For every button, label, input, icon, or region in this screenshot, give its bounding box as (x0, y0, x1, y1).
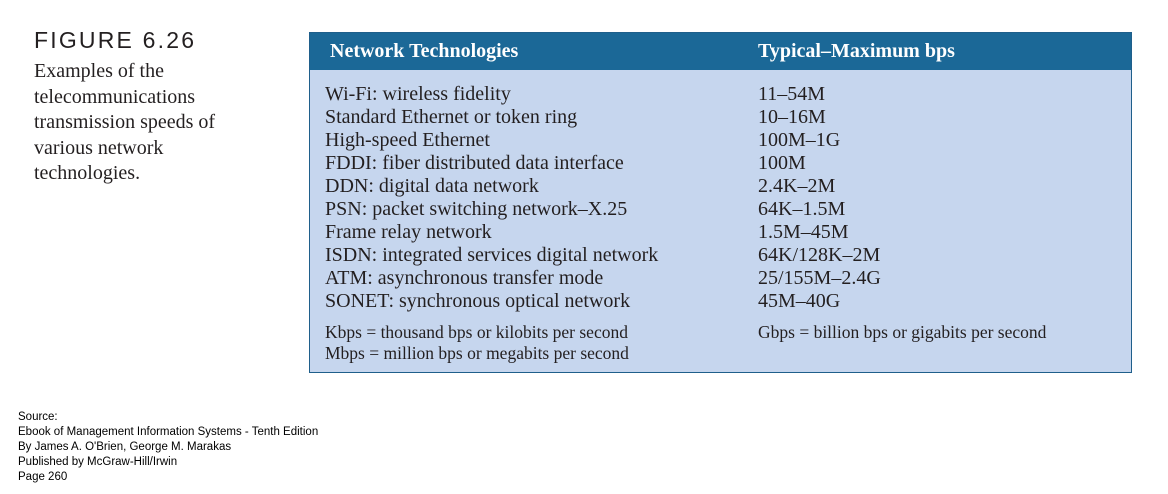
technology-cell: ISDN: integrated services digital networ… (325, 244, 659, 266)
bps-cell: 100M–1G (758, 129, 841, 151)
bps-cell: 100M (758, 152, 806, 174)
bps-cell: 11–54M (758, 83, 826, 105)
bps-cell: 64K–1.5M (758, 198, 846, 220)
table-row: FDDI: fiber distributed data interface 1… (310, 152, 1131, 175)
bps-cell: 64K/128K–2M (758, 244, 881, 266)
table-row: ATM: asynchronous transfer mode 25/155M–… (310, 267, 1131, 290)
note-kbps: Kbps = thousand bps or kilobits per seco… (325, 322, 628, 342)
source-citation: Source: Ebook of Management Information … (18, 410, 318, 485)
source-line: Page 260 (18, 471, 68, 483)
source-line: By James A. O'Brien, George M. Marakas (18, 441, 232, 453)
technology-cell: High-speed Ethernet (325, 129, 490, 151)
table-header: Network Technologies Typical–Maximum bps (310, 33, 1131, 70)
technology-cell: FDDI: fiber distributed data interface (325, 152, 624, 174)
bps-cell: 10–16M (758, 106, 826, 128)
technology-cell: Standard Ethernet or token ring (325, 106, 578, 128)
source-line: Source: (18, 411, 58, 423)
table-row: High-speed Ethernet 100M–1G (310, 129, 1131, 152)
table-row: DDN: digital data network 2.4K–2M (310, 175, 1131, 198)
source-line: Ebook of Management Information Systems … (18, 426, 319, 438)
unit-notes-left: Kbps = thousand bps or kilobits per seco… (325, 322, 629, 364)
technology-cell: Frame relay network (325, 221, 492, 243)
table-row: SONET: synchronous optical network 45M–4… (310, 290, 1131, 313)
technology-cell: PSN: packet switching network–X.25 (325, 198, 628, 220)
figure-label: FIGURE 6.26 (34, 27, 197, 53)
table-row: PSN: packet switching network–X.25 64K–1… (310, 198, 1131, 221)
table-body: Wi-Fi: wireless fidelity 11–54M Standard… (310, 83, 1131, 313)
note-gbps: Gbps = billion bps or gigabits per secon… (758, 322, 1047, 342)
technology-cell: DDN: digital data network (325, 175, 539, 197)
table-row: Wi-Fi: wireless fidelity 11–54M (310, 83, 1131, 106)
table-row: ISDN: integrated services digital networ… (310, 244, 1131, 267)
note-mbps: Mbps = million bps or megabits per secon… (325, 343, 629, 363)
technology-cell: Wi-Fi: wireless fidelity (325, 83, 511, 105)
bps-cell: 45M–40G (758, 290, 841, 312)
source-line: Published by McGraw-Hill/Irwin (18, 456, 178, 468)
network-speeds-table: Network Technologies Typical–Maximum bps… (309, 32, 1132, 373)
bps-cell: 2.4K–2M (758, 175, 836, 197)
column-header-technology: Network Technologies (330, 40, 519, 62)
bps-cell: 25/155M–2.4G (758, 267, 881, 289)
column-header-bps: Typical–Maximum bps (758, 40, 955, 62)
technology-cell: ATM: asynchronous transfer mode (325, 267, 604, 289)
bps-cell: 1.5M–45M (758, 221, 849, 243)
figure-caption: Examples of the telecommunications trans… (34, 60, 216, 184)
technology-cell: SONET: synchronous optical network (325, 290, 631, 312)
table-row: Frame relay network 1.5M–45M (310, 221, 1131, 244)
unit-notes-right: Gbps = billion bps or gigabits per secon… (758, 322, 1046, 343)
table-row: Standard Ethernet or token ring 10–16M (310, 106, 1131, 129)
